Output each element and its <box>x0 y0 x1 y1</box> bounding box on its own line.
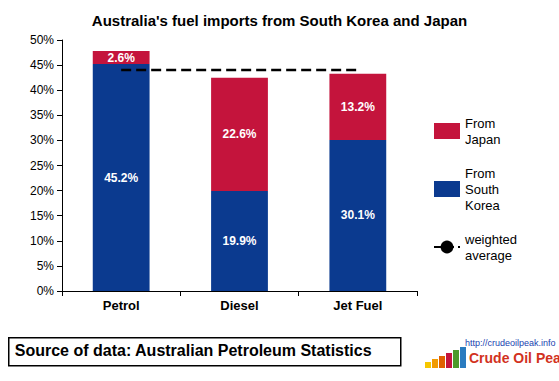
svg-text:22.6%: 22.6% <box>222 127 256 141</box>
svg-text:weighted: weighted <box>464 232 521 247</box>
svg-text:Diesel: Diesel <box>220 298 258 313</box>
svg-text:19.9%: 19.9% <box>222 234 256 248</box>
svg-text:13.2%: 13.2% <box>341 100 375 114</box>
svg-text:45%: 45% <box>30 58 54 72</box>
svg-text:Petrol: Petrol <box>103 298 140 313</box>
svg-text:45.2%: 45.2% <box>104 171 138 185</box>
svg-text:Australia's fuel imports from: Australia's fuel imports from South Kore… <box>92 12 467 29</box>
svg-text:0%: 0% <box>37 284 55 298</box>
svg-text:Crude Oil Peak: Crude Oil Peak <box>469 350 559 366</box>
svg-text:10%: 10% <box>30 234 54 248</box>
svg-text:40%: 40% <box>30 83 54 97</box>
svg-text:http://crudeoilpeak.info: http://crudeoilpeak.info <box>465 338 556 348</box>
svg-text:30%: 30% <box>30 133 54 147</box>
svg-text:50%: 50% <box>30 33 54 47</box>
svg-text:5%: 5% <box>37 259 55 273</box>
svg-text:Korea: Korea <box>465 198 500 213</box>
svg-text:Source of data: Australian Pet: Source of data: Australian Petroleum Sta… <box>15 342 372 359</box>
svg-text:average: average <box>465 248 512 263</box>
svg-text:Jet Fuel: Jet Fuel <box>333 298 382 313</box>
svg-text:South: South <box>465 182 503 197</box>
svg-text:Japan: Japan <box>465 132 500 147</box>
svg-text:2.6%: 2.6% <box>107 51 135 65</box>
svg-text:30.1%: 30.1% <box>341 208 375 222</box>
svg-text:15%: 15% <box>30 209 54 223</box>
svg-text:20%: 20% <box>30 184 54 198</box>
svg-text:From: From <box>465 116 499 131</box>
svg-text:25%: 25% <box>30 159 54 173</box>
svg-text:35%: 35% <box>30 108 54 122</box>
svg-text:From: From <box>465 166 499 181</box>
